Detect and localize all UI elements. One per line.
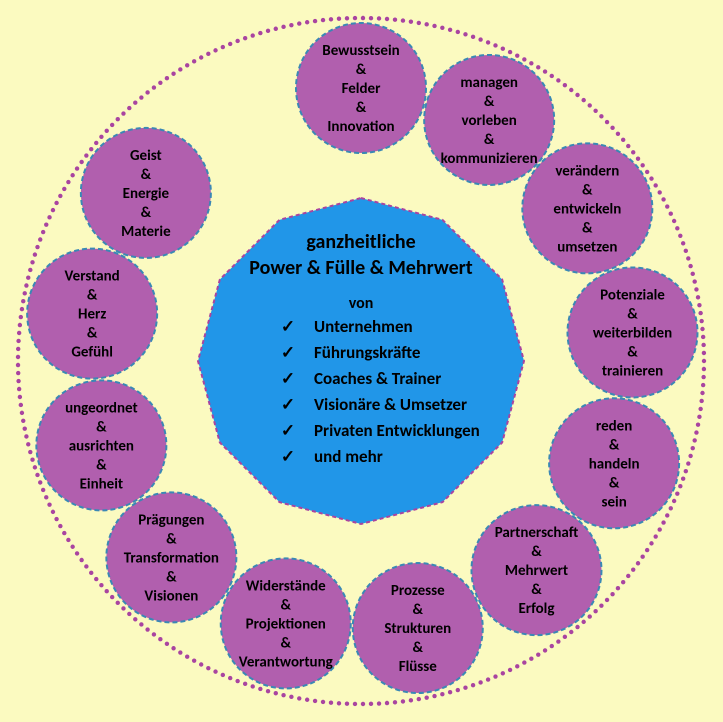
concept-node-label: Visionen xyxy=(144,587,198,605)
concept-node-label: handeln xyxy=(589,455,640,473)
concept-node-label: Felder xyxy=(342,80,382,98)
concept-node-label: & xyxy=(412,639,423,657)
concept-node-label: Projektionen xyxy=(246,615,326,633)
check-icon: ✓ xyxy=(281,420,295,441)
check-icon: ✓ xyxy=(281,368,295,389)
concept-node-label: ausrichten xyxy=(69,437,134,455)
concept-node-label: Gefühl xyxy=(71,344,113,362)
concept-node-label: sein xyxy=(601,493,626,511)
concept-node-label: & xyxy=(166,568,177,586)
center-list-item: Unternehmen xyxy=(314,316,413,337)
concept-node-label: & xyxy=(531,543,542,561)
concept-node-label: Transformation xyxy=(124,549,219,567)
concept-node: Verstand&Herz&Gefühl xyxy=(27,249,157,379)
concept-node-label: weiterbilden xyxy=(593,324,672,342)
center-title-line: ganzheitliche xyxy=(306,230,415,254)
concept-node-label: Strukturen xyxy=(384,620,451,638)
check-icon: ✓ xyxy=(281,446,295,467)
concept-node-label: Prägungen xyxy=(138,511,204,529)
check-icon: ✓ xyxy=(281,342,295,363)
concept-node-label: & xyxy=(609,474,620,492)
concept-node: Prozesse&Strukturen&Flüsse xyxy=(353,563,483,693)
concept-node-label: & xyxy=(356,61,367,79)
concept-node-label: Erfolg xyxy=(518,600,554,618)
concept-node-label: reden xyxy=(596,417,632,435)
concept-node-label: Mehrwert xyxy=(505,562,568,580)
concept-node-label: & xyxy=(87,287,98,305)
concept-node-label: & xyxy=(582,219,593,237)
concept-node-label: & xyxy=(609,436,620,454)
concept-node-label: & xyxy=(96,418,107,436)
concept-node-label: kommunizieren xyxy=(441,150,538,168)
concept-node-label: & xyxy=(484,131,495,149)
concept-node-label: Flüsse xyxy=(399,658,438,676)
concept-node-label: & xyxy=(280,596,291,614)
concept-node-label: & xyxy=(141,204,152,222)
center-list-item: Führungskräfte xyxy=(314,342,421,363)
concept-node-label: & xyxy=(141,166,152,184)
concept-node-label: Prozesse xyxy=(391,582,445,600)
concept-node-label: & xyxy=(356,99,367,117)
concept-node-label: & xyxy=(627,305,638,323)
concept-node-label: & xyxy=(531,581,542,599)
concept-node-label: Innovation xyxy=(327,118,394,136)
concept-node: Bewusstsein&Felder&Innovation xyxy=(296,23,426,153)
center-list-item: und mehr xyxy=(314,446,383,467)
check-icon: ✓ xyxy=(281,394,295,415)
concept-node: ungeordnet&ausrichten&Einheit xyxy=(36,380,166,510)
concept-node-label: ungeordnet xyxy=(65,399,138,417)
concept-node-label: Geist xyxy=(130,147,162,165)
concept-node: verändern&entwickeln&umsetzen xyxy=(522,143,652,273)
concept-node-label: Energie xyxy=(123,185,170,203)
center-list-item: Privaten Entwicklungen xyxy=(314,420,480,441)
concept-node-label: verändern xyxy=(555,162,619,180)
concept-node-label: Herz xyxy=(78,306,106,324)
concept-node-label: Verstand xyxy=(65,268,120,286)
concept-node: Partnerschaft&Mehrwert&Erfolg xyxy=(471,505,601,635)
concept-node-label: umsetzen xyxy=(557,238,617,256)
concept-node-label: trainieren xyxy=(602,362,663,380)
concept-node: Prägungen&Transformation&Visionen xyxy=(106,492,236,622)
concept-node: Widerstände&Projektionen&Verantwortung xyxy=(221,558,351,688)
center-sub: von xyxy=(349,294,374,313)
concept-node-label: & xyxy=(412,601,423,619)
concept-node: Geist&Energie&Materie xyxy=(81,128,211,258)
concept-node-label: & xyxy=(582,181,593,199)
concept-node: managen&vorleben&kommunizieren xyxy=(424,55,554,185)
concept-node-label: Partnerschaft xyxy=(495,524,579,542)
center-list-item: Coaches & Trainer xyxy=(314,368,441,389)
concept-node-label: & xyxy=(280,634,291,652)
concept-node-label: managen xyxy=(460,74,518,92)
concept-node-label: Materie xyxy=(121,223,171,241)
concept-node-label: & xyxy=(87,325,98,343)
concept-node-label: Verantwortung xyxy=(239,653,333,671)
concept-node-label: & xyxy=(627,343,638,361)
concept-node-label: entwickeln xyxy=(553,200,621,218)
concept-node-label: Einheit xyxy=(80,475,124,493)
concept-node-label: & xyxy=(484,93,495,111)
concept-node-label: & xyxy=(166,530,177,548)
holistic-diagram: ganzheitlichePower & Fülle & Mehrwert von… xyxy=(0,0,723,722)
concept-node-label: Potenziale xyxy=(600,286,665,304)
concept-node-label: vorleben xyxy=(462,112,517,130)
concept-node: Potenziale&weiterbilden&trainieren xyxy=(568,267,698,397)
concept-node-label: Bewusstsein xyxy=(322,42,399,60)
concept-node-label: Widerstände xyxy=(246,577,326,595)
center-list-item: Visionäre & Umsetzer xyxy=(314,394,467,415)
concept-node-label: & xyxy=(96,456,107,474)
center-title-line: Power & Fülle & Mehrwert xyxy=(249,256,472,280)
concept-node: reden&handeln&sein xyxy=(549,398,679,528)
check-icon: ✓ xyxy=(281,316,295,337)
